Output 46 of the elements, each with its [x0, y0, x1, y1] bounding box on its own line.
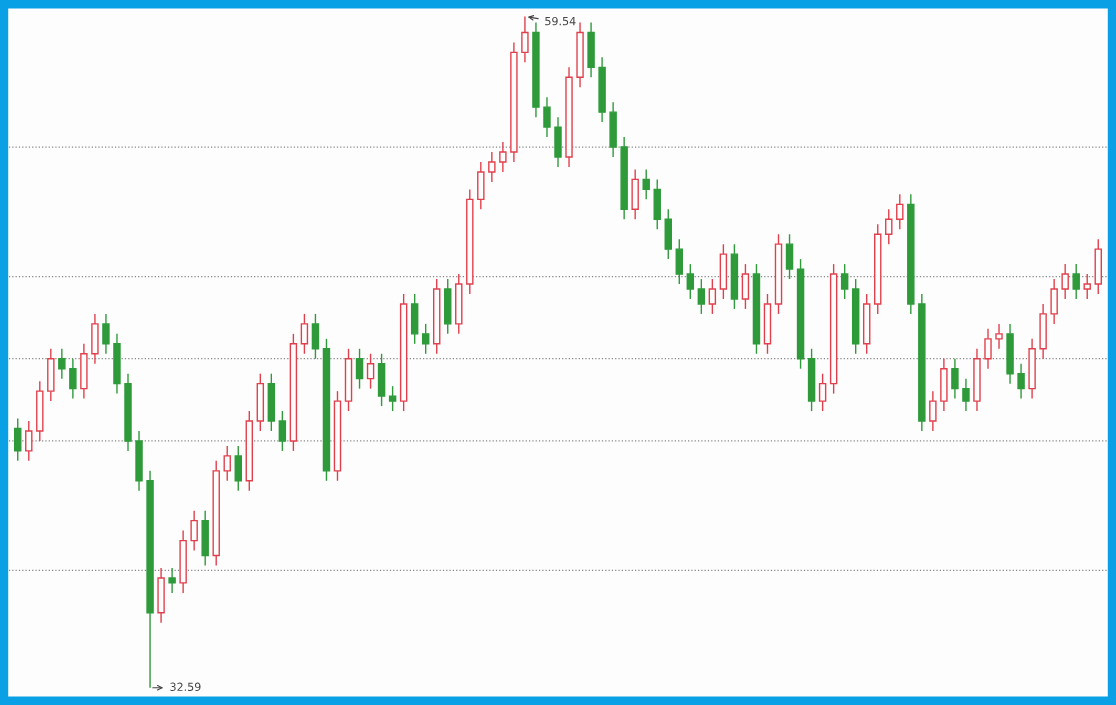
candlestick [69, 358, 77, 400]
candlestick [113, 333, 121, 395]
candlestick [973, 348, 981, 412]
candlestick [620, 136, 628, 220]
candlestick [47, 348, 55, 402]
candlestick [532, 21, 540, 118]
candlestick [576, 21, 584, 88]
candlestick [984, 328, 992, 370]
candlestick [962, 377, 970, 412]
candlestick [1061, 263, 1069, 300]
candlestick [1006, 323, 1014, 385]
candlestick [1017, 363, 1025, 400]
candlestick [488, 151, 496, 183]
candlestick [1050, 278, 1058, 325]
candlestick [587, 21, 595, 78]
candlestick [609, 101, 617, 158]
candlestick [146, 470, 154, 689]
candlestick [598, 56, 606, 123]
candlestick [190, 509, 198, 552]
candlestick [179, 529, 187, 594]
candlestick [929, 390, 937, 432]
candlestick [201, 509, 209, 567]
candlestick [80, 343, 88, 400]
candlestick [124, 372, 132, 452]
candlestick [510, 41, 518, 163]
candlestick [135, 430, 143, 492]
candlestick [951, 358, 959, 400]
candlestick [477, 161, 485, 210]
candlestick [1039, 303, 1047, 360]
candlestick [58, 348, 66, 380]
candlestick [168, 567, 176, 594]
candlestick [543, 96, 551, 138]
candlestick [907, 193, 915, 315]
candlestick [918, 293, 926, 432]
annotation: 32.59 [170, 682, 201, 691]
candlestick [565, 66, 573, 168]
candlestick [157, 567, 165, 624]
candlestick [102, 313, 110, 355]
annotation: 59.54 [545, 16, 576, 26]
candlestick [995, 323, 1003, 350]
candlestick [631, 168, 639, 220]
candlestick [554, 116, 562, 168]
candlestick [91, 313, 99, 365]
candlestick [1028, 338, 1036, 400]
candlestick [499, 141, 507, 173]
candlestick [940, 358, 948, 412]
